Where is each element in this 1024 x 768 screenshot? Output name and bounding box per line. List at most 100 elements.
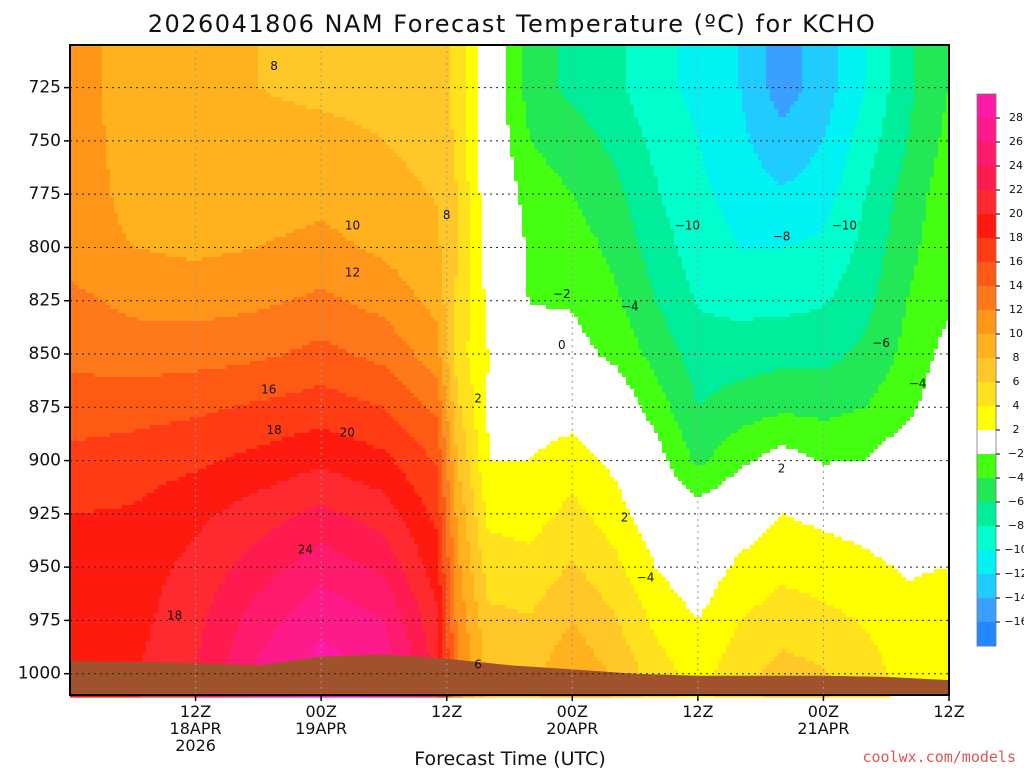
temperature-cell <box>802 49 839 54</box>
temperature-cell <box>490 441 551 446</box>
temperature-cell <box>438 213 459 218</box>
temperature-cell <box>266 533 383 538</box>
temperature-cell <box>486 393 635 398</box>
temperature-cell <box>474 509 487 514</box>
temperature-cell <box>450 77 467 82</box>
temperature-cell <box>918 405 949 410</box>
temperature-cell <box>914 73 949 78</box>
temperature-cell <box>446 469 455 474</box>
temperature-cell <box>638 669 679 674</box>
temperature-cell <box>70 257 187 262</box>
temperature-cell <box>862 205 895 210</box>
temperature-cell <box>630 101 687 106</box>
temperature-cell <box>742 97 771 102</box>
temperature-cell <box>722 385 879 390</box>
temperature-cell <box>122 505 231 510</box>
temperature-cell <box>386 449 427 454</box>
temperature-cell <box>482 637 563 642</box>
temperature-cell <box>458 633 471 638</box>
temperature-cell <box>642 601 687 606</box>
temperature-cell <box>470 649 483 654</box>
temperature-cell <box>450 397 459 402</box>
temperature-cell <box>438 605 443 610</box>
temperature-cell <box>70 377 399 382</box>
temperature-cell <box>70 501 135 506</box>
temperature-cell <box>162 585 219 590</box>
temperature-cell <box>274 577 387 582</box>
temperature-cell <box>394 325 439 330</box>
temperature-cell <box>590 581 631 586</box>
temperature-cell <box>558 45 627 50</box>
temperature-cell <box>70 273 399 278</box>
temperature-cell <box>302 553 343 558</box>
temperature-cell <box>750 137 823 142</box>
temperature-cell <box>458 537 467 542</box>
temperature-cell <box>486 345 595 350</box>
temperature-cell <box>834 289 879 294</box>
temperature-cell <box>902 161 935 166</box>
temperature-cell <box>430 193 459 198</box>
temperature-cell <box>70 381 403 386</box>
colorbar-swatch <box>977 382 996 407</box>
temperature-cell <box>454 357 471 362</box>
temperature-cell <box>846 265 883 270</box>
temperature-cell <box>582 633 623 638</box>
temperature-cell <box>454 633 459 638</box>
temperature-cell <box>894 353 935 358</box>
temperature-cell <box>70 321 391 326</box>
temperature-cell <box>162 589 219 594</box>
colorbar-swatch <box>977 262 996 287</box>
temperature-cell <box>70 289 87 294</box>
temperature-cell <box>70 253 167 258</box>
temperature-cell <box>266 645 315 650</box>
temperature-cell <box>346 393 415 398</box>
temperature-cell <box>146 645 203 650</box>
temperature-cell <box>846 613 949 618</box>
temperature-cell <box>538 449 591 454</box>
temperature-cell <box>182 553 243 558</box>
temperature-cell <box>438 613 443 618</box>
temperature-cell <box>678 245 739 250</box>
temperature-cell <box>426 565 439 570</box>
temperature-cell <box>454 157 467 162</box>
temperature-cell <box>262 537 387 542</box>
temperature-cell <box>458 189 471 194</box>
temperature-cell <box>838 65 867 70</box>
temperature-cell <box>510 149 539 154</box>
temperature-cell <box>418 605 439 610</box>
temperature-cell <box>546 665 607 670</box>
temperature-cell <box>626 57 679 62</box>
temperature-cell <box>866 61 891 66</box>
chart-title: 2026041806 NAM Forecast Temperature (ºC)… <box>148 10 877 38</box>
temperature-cell <box>242 617 287 622</box>
temperature-cell <box>478 73 507 78</box>
temperature-cell <box>618 177 659 182</box>
temperature-cell <box>158 597 215 602</box>
temperature-cell <box>690 117 747 122</box>
temperature-cell <box>650 285 691 290</box>
temperature-cell <box>586 573 627 578</box>
temperature-cell <box>486 509 559 514</box>
temperature-cell <box>478 53 507 58</box>
temperature-cell <box>654 289 691 294</box>
temperature-cell <box>174 565 235 570</box>
temperature-cell <box>478 93 507 98</box>
temperature-cell <box>874 309 907 314</box>
temperature-cell <box>446 505 451 510</box>
temperature-cell <box>526 237 599 242</box>
temperature-cell <box>70 657 143 662</box>
temperature-cell <box>854 133 883 138</box>
temperature-cell <box>446 349 455 354</box>
temperature-cell <box>70 485 159 490</box>
temperature-cell <box>454 369 471 374</box>
temperature-cell <box>230 649 263 654</box>
temperature-cell <box>202 641 235 646</box>
temperature-cell <box>450 445 459 450</box>
temperature-cell <box>446 501 451 506</box>
temperature-cell <box>698 133 751 138</box>
temperature-cell <box>790 109 831 114</box>
temperature-cell <box>818 597 949 602</box>
temperature-cell <box>418 397 439 402</box>
temperature-cell <box>438 497 447 502</box>
temperature-cell <box>434 201 459 206</box>
